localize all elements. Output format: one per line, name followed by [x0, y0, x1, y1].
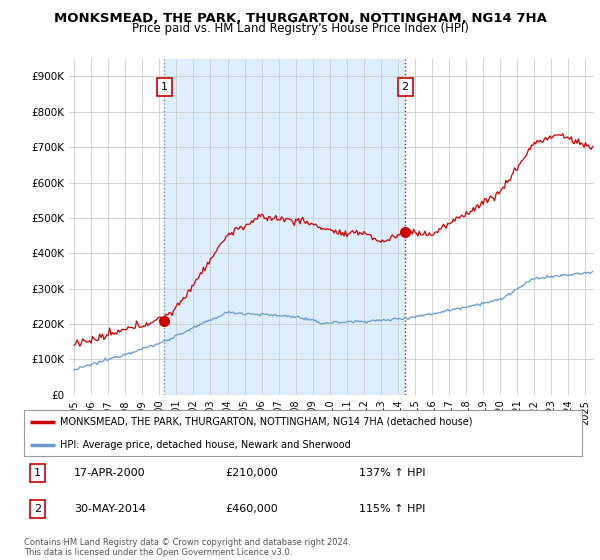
Text: 137% ↑ HPI: 137% ↑ HPI	[359, 468, 425, 478]
Text: £460,000: £460,000	[225, 504, 278, 514]
Text: 2: 2	[34, 504, 41, 514]
Text: £210,000: £210,000	[225, 468, 278, 478]
Text: 115% ↑ HPI: 115% ↑ HPI	[359, 504, 425, 514]
Bar	[164, 59, 405, 395]
Text: 17-APR-2000: 17-APR-2000	[74, 468, 146, 478]
Text: MONKSMEAD, THE PARK, THURGARTON, NOTTINGHAM, NG14 7HA (detached house): MONKSMEAD, THE PARK, THURGARTON, NOTTING…	[60, 417, 473, 427]
Text: Contains HM Land Registry data © Crown copyright and database right 2024.
This d: Contains HM Land Registry data © Crown c…	[24, 538, 350, 557]
Text: 30-MAY-2014: 30-MAY-2014	[74, 504, 146, 514]
Text: 1: 1	[34, 468, 41, 478]
Text: 1: 1	[161, 82, 168, 92]
Text: HPI: Average price, detached house, Newark and Sherwood: HPI: Average price, detached house, Newa…	[60, 440, 351, 450]
Text: 2: 2	[401, 82, 409, 92]
Text: MONKSMEAD, THE PARK, THURGARTON, NOTTINGHAM, NG14 7HA: MONKSMEAD, THE PARK, THURGARTON, NOTTING…	[53, 12, 547, 25]
Text: Price paid vs. HM Land Registry's House Price Index (HPI): Price paid vs. HM Land Registry's House …	[131, 22, 469, 35]
